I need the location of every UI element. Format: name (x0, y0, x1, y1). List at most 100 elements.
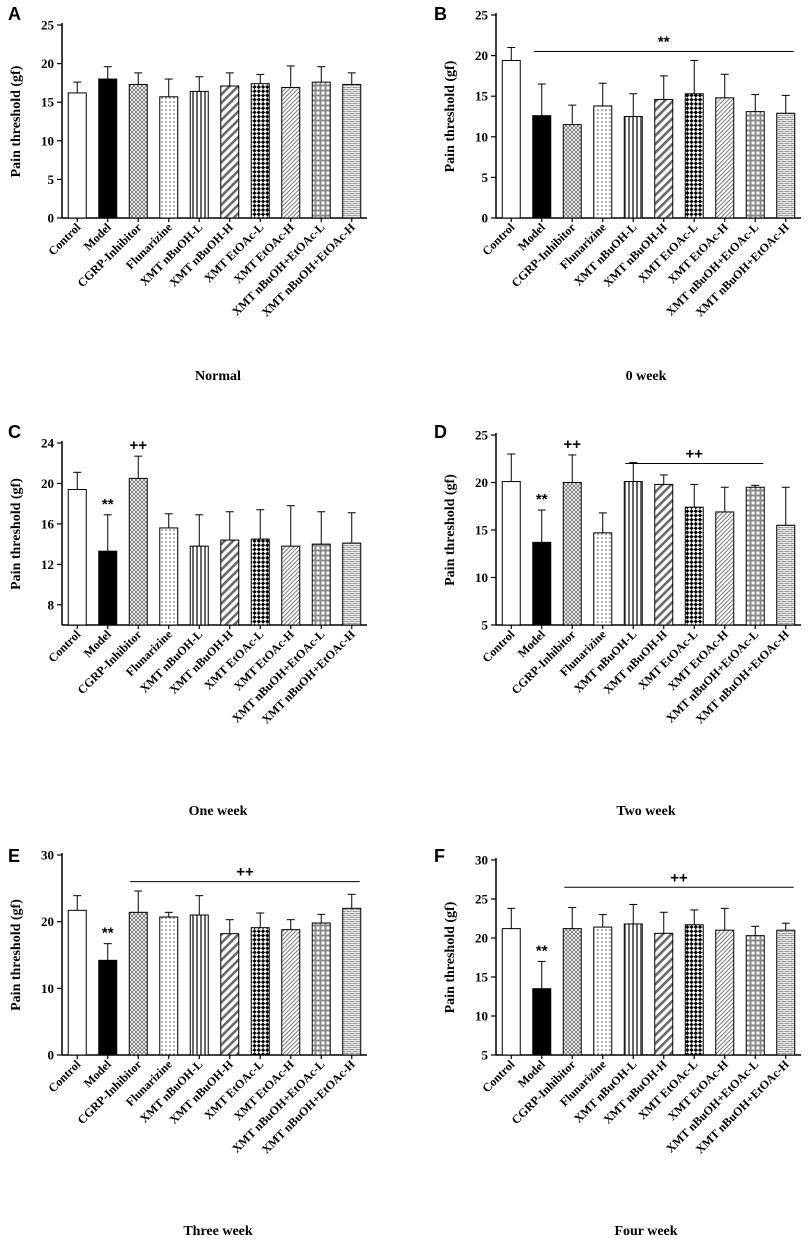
bar (311, 81, 331, 219)
bar (189, 914, 209, 1056)
y-axis-label: Pain threshold (gf) (9, 899, 24, 1011)
panel-subtitle: Normal (195, 369, 241, 384)
y-tick-label: 10 (41, 133, 54, 148)
bar (654, 98, 674, 219)
bar (593, 926, 613, 1056)
y-axis-label: Pain threshold (gf) (9, 65, 24, 177)
category-label: Control (45, 627, 83, 665)
y-tick-label: 20 (475, 931, 488, 946)
significance-label: ++ (236, 864, 254, 881)
bar (654, 932, 674, 1056)
y-tick-label: 20 (41, 914, 54, 929)
bar (715, 929, 735, 1056)
y-tick-label: 10 (475, 129, 488, 144)
bar (128, 477, 148, 626)
bar (532, 988, 552, 1056)
bar (745, 486, 765, 626)
bar (67, 909, 87, 1056)
y-axis-label: Pain threshold (gf) (443, 60, 458, 172)
y-tick-label: 25 (41, 18, 55, 33)
significance-label: ++ (129, 437, 147, 454)
panel-subtitle: Two week (616, 804, 675, 819)
significance-label: ++ (563, 436, 581, 453)
bar (501, 481, 521, 626)
bar (250, 927, 270, 1056)
y-axis-label: Pain threshold (gf) (443, 901, 458, 1013)
bar (250, 538, 270, 626)
y-tick-label: 24 (41, 436, 55, 451)
bar (311, 922, 331, 1056)
bar (654, 483, 674, 626)
y-tick-label: 0 (48, 211, 55, 226)
y-tick-label: 15 (475, 89, 489, 104)
y-tick-label: 25 (475, 428, 489, 443)
bar (220, 933, 240, 1056)
bar (593, 105, 613, 219)
category-label: Control (45, 220, 83, 258)
bar (501, 59, 521, 219)
significance-label: ** (536, 942, 548, 959)
bar (715, 97, 735, 219)
bar (776, 929, 796, 1056)
bar (684, 93, 704, 219)
y-tick-label: 5 (48, 172, 55, 187)
y-tick-label: 15 (475, 523, 489, 538)
y-tick-label: 20 (475, 475, 488, 490)
bar (684, 924, 704, 1056)
panel-letter: C (8, 422, 21, 442)
bar (562, 482, 582, 626)
y-tick-label: 10 (475, 570, 488, 585)
panel-subtitle: Three week (183, 1224, 253, 1239)
bar (342, 907, 362, 1056)
y-tick-label: 16 (41, 516, 55, 531)
bar (98, 959, 118, 1056)
y-tick-label: 20 (475, 48, 488, 63)
y-tick-label: 30 (475, 853, 488, 868)
category-label: Control (45, 1057, 83, 1095)
bar (623, 481, 643, 626)
y-tick-label: 10 (41, 981, 54, 996)
bar (98, 78, 118, 219)
category-label: Control (479, 1057, 517, 1095)
panel-letter: A (8, 4, 21, 24)
bar (67, 92, 87, 219)
bar (159, 527, 179, 626)
bar (281, 929, 301, 1056)
significance-label: ++ (670, 869, 688, 886)
bar (745, 935, 765, 1056)
bar (776, 524, 796, 626)
bar (189, 545, 209, 626)
bar (250, 83, 270, 219)
bar (562, 928, 582, 1056)
bar (532, 541, 552, 626)
bar (128, 911, 148, 1056)
y-axis-label: Pain threshold (gf) (443, 474, 458, 586)
y-tick-label: 15 (41, 95, 55, 110)
significance-label: ** (658, 34, 670, 51)
bar (159, 96, 179, 219)
y-tick-label: 10 (475, 1009, 488, 1024)
panel-letter: F (434, 846, 445, 866)
bar (189, 90, 209, 219)
y-axis-label: Pain threshold (gf) (9, 478, 24, 590)
bar (776, 112, 796, 219)
y-tick-label: 25 (475, 8, 489, 23)
bar (593, 532, 613, 626)
significance-label: ** (536, 491, 548, 508)
bar (281, 545, 301, 626)
panel-subtitle: Four week (614, 1224, 677, 1239)
bar (128, 83, 148, 219)
y-tick-label: 0 (482, 211, 489, 226)
significance-label: ++ (685, 446, 703, 463)
bar (159, 916, 179, 1056)
panel-letter: D (434, 422, 447, 442)
bar (311, 543, 331, 626)
bar (532, 115, 552, 219)
bar (623, 116, 643, 219)
